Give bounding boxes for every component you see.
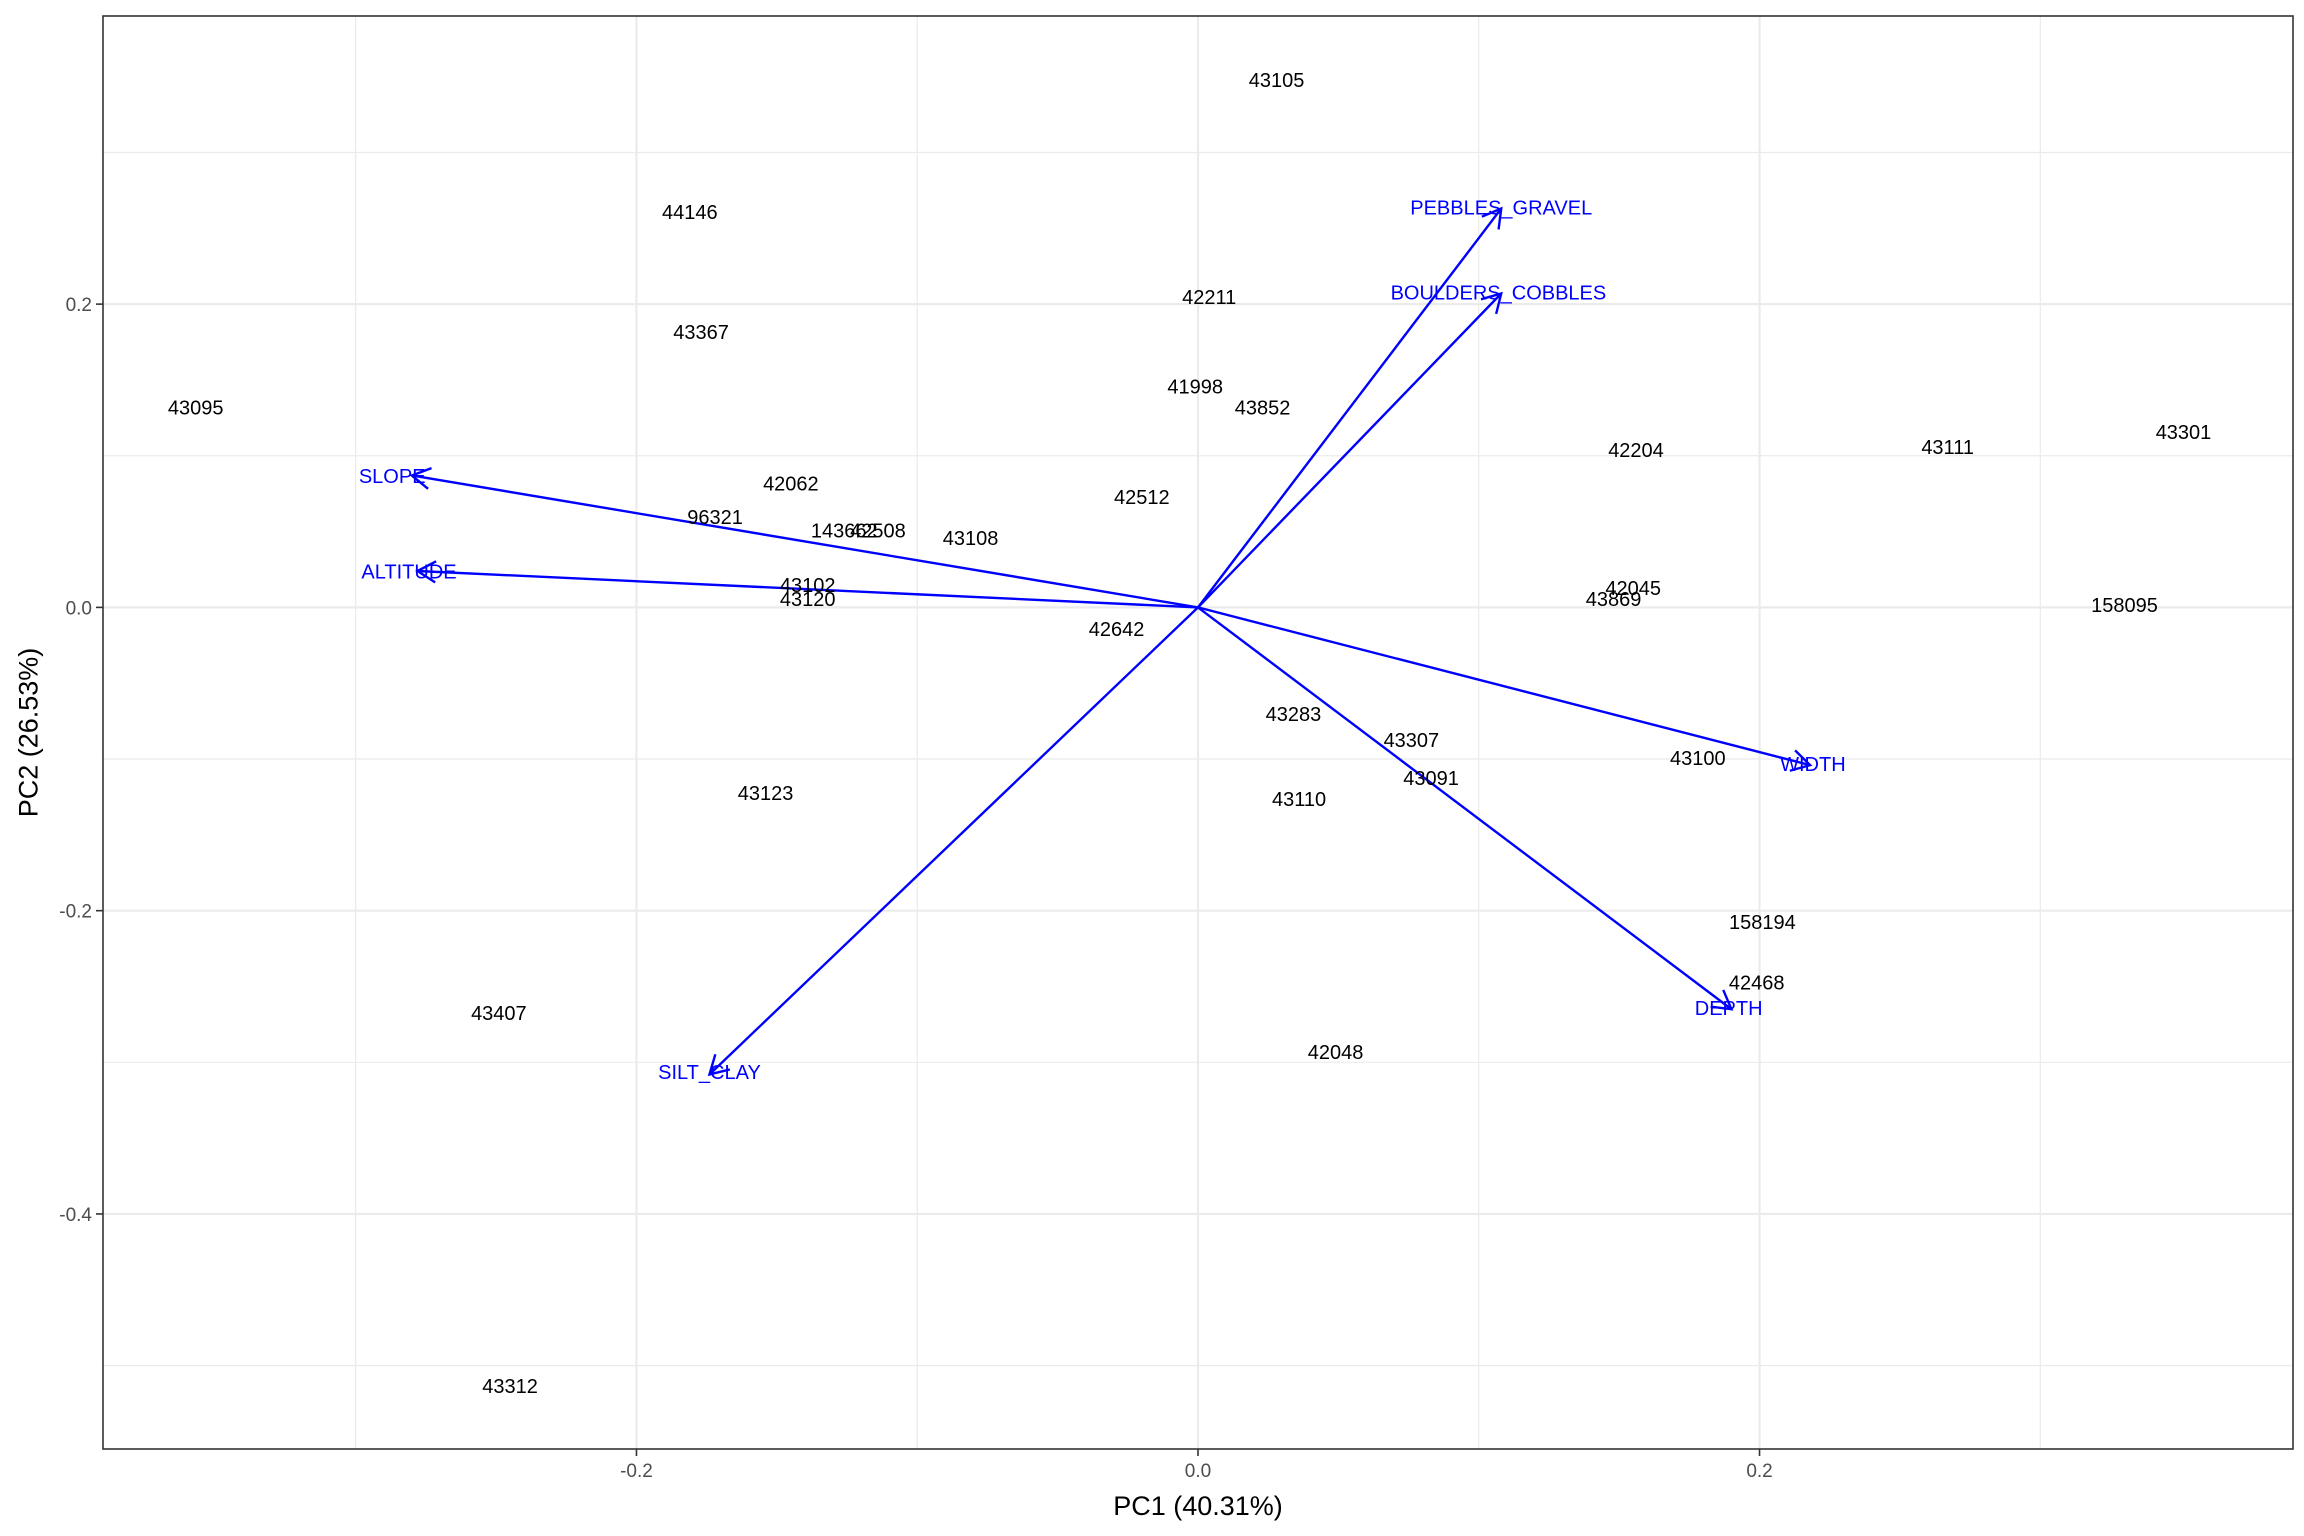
- y-tick-label: 0.0: [66, 598, 92, 619]
- observation-point-label: 143662: [811, 521, 878, 543]
- loading-vector-label: SILT_CLAY: [658, 1062, 761, 1084]
- loading-vector-line: [708, 606, 1199, 1076]
- y-tick-label: -0.4: [59, 1205, 92, 1226]
- loading-vector-line: [1197, 606, 1811, 767]
- observation-point-label: 43100: [1670, 748, 1726, 770]
- loading-vector-arrowhead: [415, 560, 437, 584]
- loading-vector-arrowhead: [707, 1053, 731, 1077]
- observation-point-label: 42512: [1114, 487, 1170, 509]
- observation-point-label: 42211: [1182, 287, 1236, 309]
- loading-vector-line: [1197, 606, 1733, 1011]
- loading-vector-arrowhead: [1789, 749, 1813, 772]
- x-tick-label: 0.2: [1746, 1461, 1772, 1482]
- loading-vector-arrowhead: [409, 467, 432, 490]
- observation-point-label: 41998: [1167, 377, 1223, 399]
- observation-point-label: 42642: [1089, 619, 1145, 641]
- observation-point-label: 43312: [482, 1376, 538, 1398]
- observation-point-label: 43869: [1586, 589, 1642, 611]
- observation-point-label: 43108: [943, 528, 999, 550]
- loading-vectors: PEBBLES_GRAVEL BOULDERS_COBBLES SLOPE ALTIT…: [359, 198, 1846, 1084]
- loading-vector-line: [411, 474, 1199, 609]
- observation-labels: 43105 44146 42211 43367 43095 41998 43852 42204…: [168, 70, 2211, 1398]
- loading-vector-label: DEPTH: [1695, 998, 1763, 1020]
- observation-point-label: 42468: [1729, 972, 1785, 994]
- observation-point-label: 158194: [1729, 912, 1796, 934]
- observation-point-label: 43120: [780, 589, 836, 611]
- loading-vector-label: ALTITUDE: [361, 562, 456, 584]
- loading-vector-line: [1197, 292, 1503, 609]
- loading-vector-line: [417, 569, 1199, 609]
- loading-vector-label: WIDTH: [1780, 754, 1846, 776]
- y-tick-label: 0.2: [66, 295, 92, 316]
- loading-vector-line: [1197, 207, 1503, 609]
- observation-point-label: 43407: [471, 1003, 527, 1025]
- observation-point-label: 43367: [673, 322, 729, 344]
- loading-vector-arrowhead: [1710, 989, 1734, 1011]
- loading-vector-arrowhead: [1480, 291, 1503, 315]
- observation-point-label: 42204: [1608, 440, 1664, 462]
- grid-lines: [103, 16, 2293, 1449]
- observation-point-label: 43095: [168, 398, 224, 420]
- observation-point-label: 43111: [1921, 437, 1974, 459]
- observation-point-label: 96321: [687, 507, 743, 529]
- y-axis-title: PC2 (26.53%): [13, 648, 43, 818]
- observation-point-label: 44146: [662, 202, 718, 224]
- x-axis-title: PC1 (40.31%): [1113, 1491, 1283, 1521]
- x-axis-ticks: -0.2 0.0 0.2: [620, 1449, 1773, 1482]
- observation-point-label: 43852: [1235, 398, 1291, 420]
- observation-point-label: 43110: [1272, 789, 1326, 811]
- observation-point-label: 43283: [1266, 704, 1322, 726]
- loading-vector-label: PEBBLES_GRAVEL: [1410, 198, 1592, 220]
- loading-vector-label: BOULDERS_COBBLES: [1391, 283, 1607, 305]
- observation-point-label: 43102: [780, 575, 836, 597]
- y-tick-label: -0.2: [59, 902, 92, 923]
- observation-point-label: 43123: [738, 783, 794, 805]
- observation-point-label: 158095: [2091, 595, 2158, 617]
- y-axis-ticks: -0.4 -0.2 0.0 0.2: [59, 295, 103, 1226]
- observation-point-label: 42045: [1605, 578, 1661, 600]
- observation-point-label: 43301: [2156, 422, 2212, 444]
- observation-point-label: 42048: [1308, 1042, 1364, 1064]
- x-tick-label: 0.0: [1185, 1461, 1211, 1482]
- x-tick-label: -0.2: [620, 1461, 653, 1482]
- loading-vector-label: SLOPE: [359, 466, 426, 488]
- observation-point-label: 43307: [1384, 730, 1440, 752]
- loading-vector-arrowhead: [1481, 206, 1503, 230]
- observation-point-label: 43091: [1403, 768, 1459, 790]
- observation-point-label: 42508: [850, 521, 906, 543]
- observation-point-label: 42062: [763, 474, 819, 496]
- observation-point-label: 43105: [1249, 70, 1305, 92]
